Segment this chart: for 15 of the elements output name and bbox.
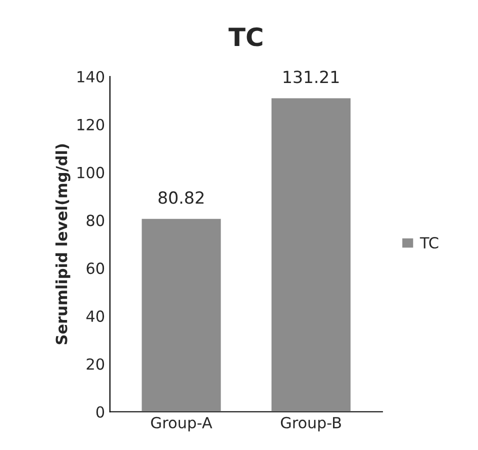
y-tick-label: 60 — [86, 262, 104, 274]
y-tick-label: 100 — [78, 166, 104, 178]
y-tick-label: 20 — [86, 358, 104, 370]
x-tick-label: Group-A — [151, 416, 212, 432]
y-tick-label: 80 — [86, 214, 104, 226]
data-label: 80.82 — [158, 191, 204, 204]
y-axis-title: Serumlipid level(mg/dl) — [55, 144, 70, 344]
legend-label: TC — [420, 237, 438, 249]
x-tick-label: Group-B — [280, 416, 341, 432]
y-tick-label: 40 — [86, 310, 104, 322]
y-tick-label: 0 — [96, 406, 104, 418]
y-tick-label: 140 — [78, 70, 104, 83]
data-label: 131.21 — [284, 70, 339, 84]
y-tick-label: 120 — [78, 118, 104, 130]
chart-title: TC — [228, 27, 262, 46]
